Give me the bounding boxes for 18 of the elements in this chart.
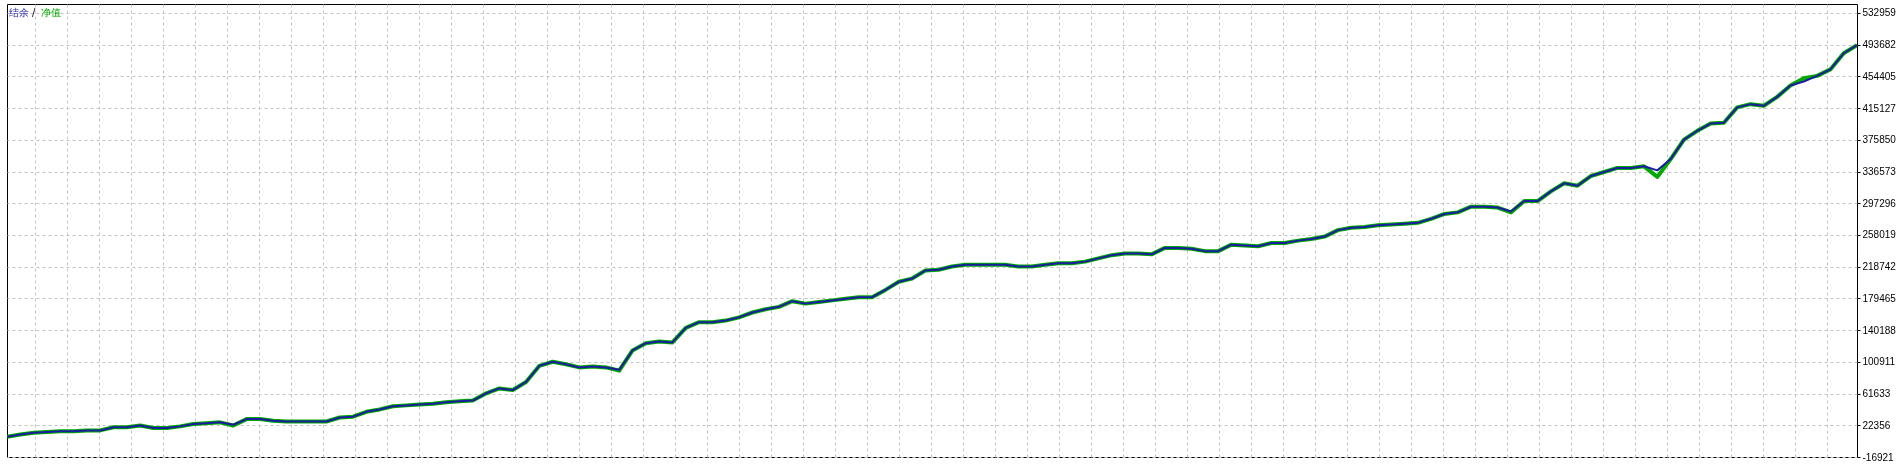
y-tick-label: 258019 <box>1862 229 1897 241</box>
y-tick-label: 493682 <box>1862 39 1897 51</box>
y-tick-label: 336573 <box>1862 166 1897 178</box>
y-tick-label: 297296 <box>1862 197 1897 209</box>
y-tick-label: 454405 <box>1862 70 1897 82</box>
y-tick-label: 532959 <box>1862 7 1897 19</box>
y-tick-label: 22356 <box>1862 419 1891 431</box>
y-tick-label: 100911 <box>1862 356 1896 368</box>
y-tick-label: 375850 <box>1862 134 1897 146</box>
y-tick-label: -16921 <box>1862 451 1895 463</box>
text: 结余 <box>9 7 29 18</box>
y-tick-label: 61633 <box>1862 388 1891 400</box>
text: 净值 <box>40 7 61 18</box>
y-tick-label: 218742 <box>1862 261 1897 273</box>
y-tick-label: 140188 <box>1862 324 1897 336</box>
annotation: / <box>32 7 36 18</box>
y-tick-label: 179465 <box>1862 292 1897 304</box>
y-tick-label: 415127 <box>1862 102 1897 114</box>
